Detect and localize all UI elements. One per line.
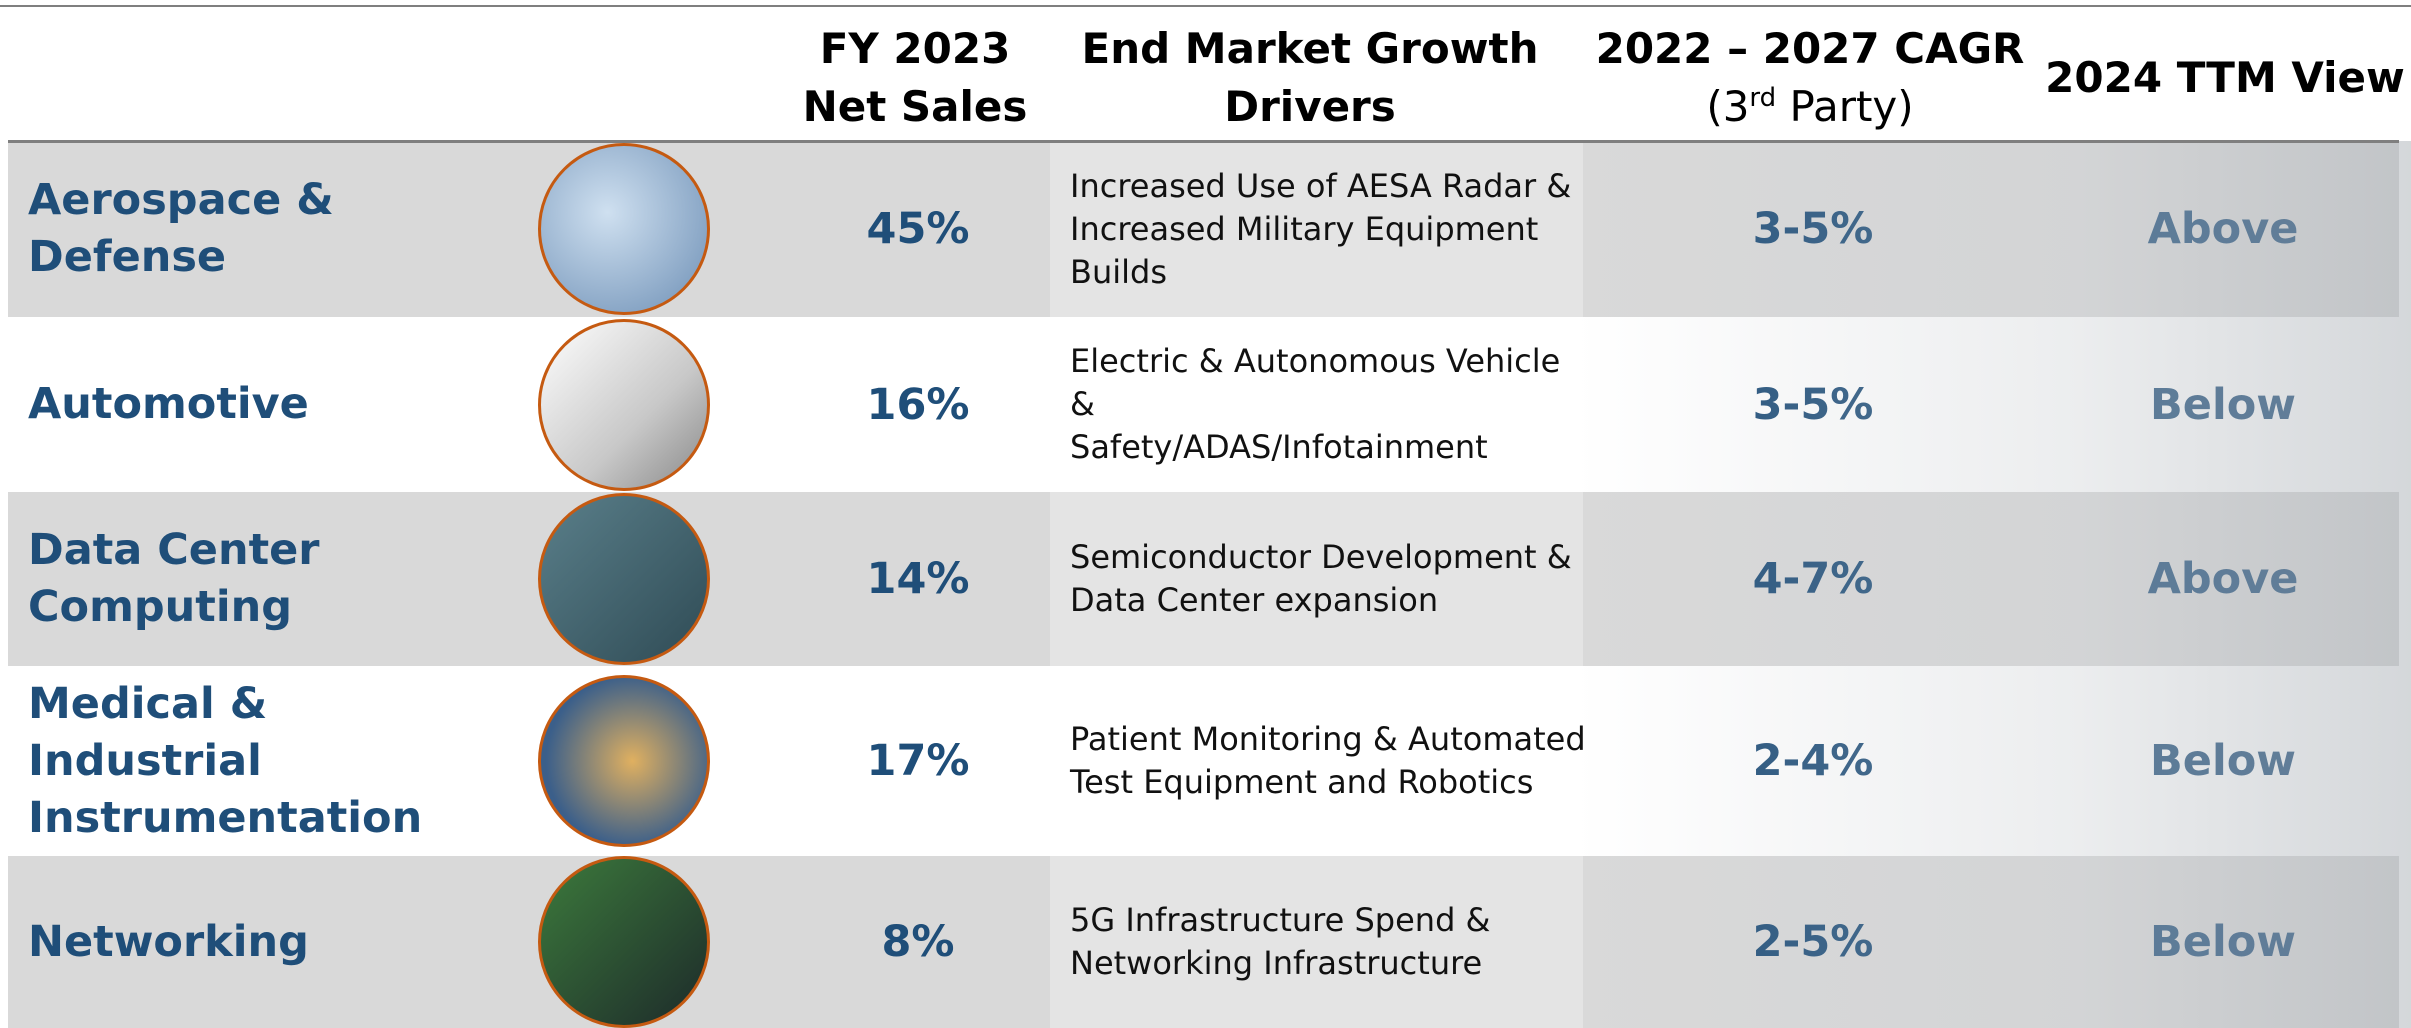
segment-image <box>538 856 710 1028</box>
net-sales: 14% <box>866 554 970 604</box>
segment-image <box>538 318 710 491</box>
growth-drivers: Patient Monitoring & Automated Test Equi… <box>1070 720 1586 801</box>
growth-drivers: Electric & Autonomous Vehicle & Safety/A… <box>1070 342 1561 466</box>
growth-drivers: Semiconductor Development & Data Center … <box>1070 538 1572 619</box>
header-cagr-note: (3rd Party) <box>1706 78 1913 136</box>
top-rule <box>0 5 2411 7</box>
segment-image <box>538 493 710 665</box>
drivers-cell-bg <box>1050 492 1583 666</box>
net-sales: 17% <box>866 736 970 786</box>
net-sales: 45% <box>866 204 970 254</box>
segment-image <box>538 675 710 847</box>
segment-label: Aerospace & Defense <box>28 175 334 282</box>
note-text: Party) <box>1776 81 1914 131</box>
background-graphic <box>1575 141 2411 1028</box>
segment-label: Automotive <box>28 379 309 429</box>
header-cagr: 2022 – 2027 CAGR (3rd Party) <box>1570 20 2050 135</box>
header-view: 2024 TTM View <box>2045 52 2405 102</box>
net-sales: 16% <box>866 379 970 430</box>
growth-drivers: 5G Infrastructure Spend & Networking Inf… <box>1070 901 1491 982</box>
header-rule <box>8 140 2399 143</box>
drivers-cell-bg <box>1050 317 1583 492</box>
growth-drivers: Increased Use of AESA Radar & Increased … <box>1070 166 1572 291</box>
header-drivers: End Market Growth Drivers <box>1081 23 1539 131</box>
drivers-cell-bg <box>1050 666 1583 856</box>
note-text: (3 <box>1706 81 1750 131</box>
net-sales: 8% <box>881 917 955 967</box>
header-net-sales: FY 2023 Net Sales <box>802 23 1028 131</box>
segment-label: Medical & Industrial Instrumentation <box>28 678 423 843</box>
segment-image <box>538 143 710 315</box>
drivers-cell-bg <box>1050 141 1583 317</box>
header-cagr-title: 2022 – 2027 CAGR <box>1595 23 2025 73</box>
note-sup: rd <box>1749 82 1777 113</box>
segment-label: Networking <box>28 916 309 967</box>
segment-label: Data Center Computing <box>28 525 320 632</box>
drivers-cell-bg <box>1050 856 1583 1028</box>
